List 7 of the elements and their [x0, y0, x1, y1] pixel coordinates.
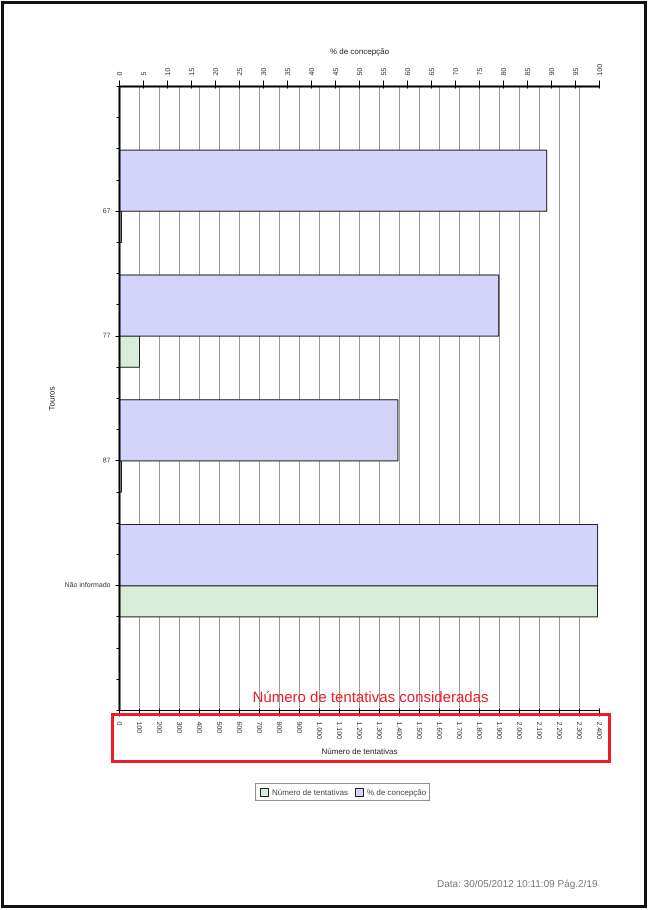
y-axis-title: Touros [48, 386, 57, 411]
x2-axis-title: % de concepção [330, 46, 390, 56]
legend-label: Número de tentativas [272, 787, 348, 797]
annotation: Número de tentativas consideradas [252, 689, 488, 706]
x-axis-title: Número de tentativas [321, 747, 398, 756]
legend-label: % de concepção [367, 787, 426, 797]
text: Data: 30/05/2012 10:11:09 Pág.2/19 [436, 879, 598, 890]
